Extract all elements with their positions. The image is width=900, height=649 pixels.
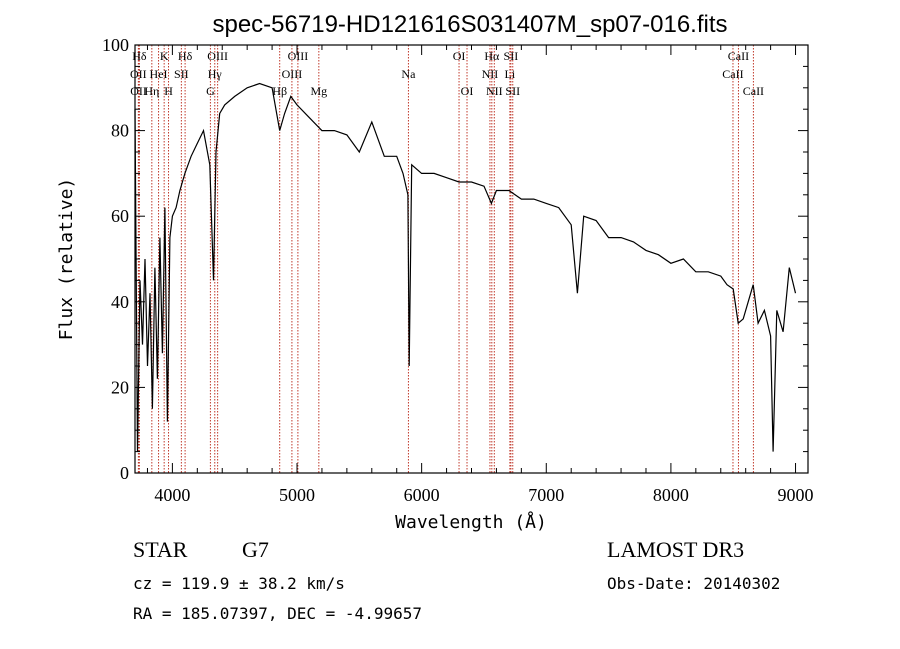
- plot-frame: [134, 44, 809, 474]
- observation-date: Obs-Date: 20140302: [607, 574, 780, 593]
- x-tick-label-4000: 4000: [154, 485, 190, 505]
- x-axis-label: Wavelength (Å): [395, 511, 547, 533]
- line-marker-label-3: K: [160, 49, 169, 63]
- line-marker-label-10: Hγ: [208, 67, 223, 81]
- line-marker-label-7: SII: [174, 67, 189, 81]
- redshift-velocity: cz = 119.9 ± 38.2 km/s: [133, 574, 345, 593]
- line-marker-label-16: Na: [401, 67, 416, 81]
- y-tick-label-40: 40: [111, 292, 129, 312]
- line-marker-label-1: OII: [130, 67, 147, 81]
- y-axis-label: Flux (relative): [56, 178, 77, 341]
- x-tick-label-5000: 5000: [279, 485, 315, 505]
- line-marker-label-27: CaII: [743, 84, 764, 98]
- y-tick-label-100: 100: [102, 35, 129, 55]
- line-marker-label-21: NII: [486, 84, 503, 98]
- line-marker-label-6: Hδ: [178, 49, 193, 63]
- x-tick-label-6000: 6000: [404, 485, 440, 505]
- y-tick-label-0: 0: [120, 463, 129, 483]
- line-marker-label-5: Hη: [144, 84, 159, 98]
- x-axis-ticks: 4000 5000 6000 7000 8000 9000: [146, 45, 814, 505]
- line-marker-label-22: SII: [504, 49, 519, 63]
- line-marker-label-12: OIII: [288, 49, 309, 63]
- object-type: STAR: [133, 537, 188, 562]
- y-tick-label-60: 60: [111, 206, 129, 226]
- line-marker-label-11: G: [206, 84, 215, 98]
- line-marker-label-18: OI: [461, 84, 474, 98]
- line-marker-label-20: NII: [482, 67, 499, 81]
- line-marker-label-24: SII: [505, 84, 520, 98]
- line-marker-label-25: CaII: [728, 49, 749, 63]
- x-tick-label-7000: 7000: [528, 485, 564, 505]
- x-tick-label-9000: 9000: [778, 485, 814, 505]
- line-marker-label-4: HeI: [150, 67, 168, 81]
- survey-name: LAMOST DR3: [607, 537, 744, 562]
- spectral-subclass: G7: [242, 537, 269, 562]
- line-marker-label-23: Li: [505, 67, 516, 81]
- y-tick-label-80: 80: [111, 121, 129, 141]
- line-marker-label-13: OIII: [282, 67, 303, 81]
- line-marker-label-17: OI: [453, 49, 466, 63]
- line-marker-label-14: Hβ: [272, 84, 287, 98]
- flux-series-line: [134, 82, 797, 452]
- y-axis-ticks: 0 20 40 60 80 100: [102, 35, 808, 483]
- chart-title: spec-56719-HD121616S031407M_sp07-016.fit…: [212, 11, 727, 38]
- line-marker-label-19: Hα: [484, 49, 500, 63]
- line-marker-label-8: H: [164, 84, 173, 98]
- line-marker-label-9: OIII: [207, 49, 228, 63]
- line-marker-label-26: CaII: [722, 67, 743, 81]
- line-marker-label-0: Hδ: [132, 49, 147, 63]
- y-tick-label-20: 20: [111, 377, 129, 397]
- line-markers: [137, 45, 754, 473]
- ra-dec-coordinates: RA = 185.07397, DEC = -4.99657: [133, 604, 422, 623]
- x-tick-label-8000: 8000: [653, 485, 689, 505]
- line-marker-label-15: Mg: [310, 84, 327, 98]
